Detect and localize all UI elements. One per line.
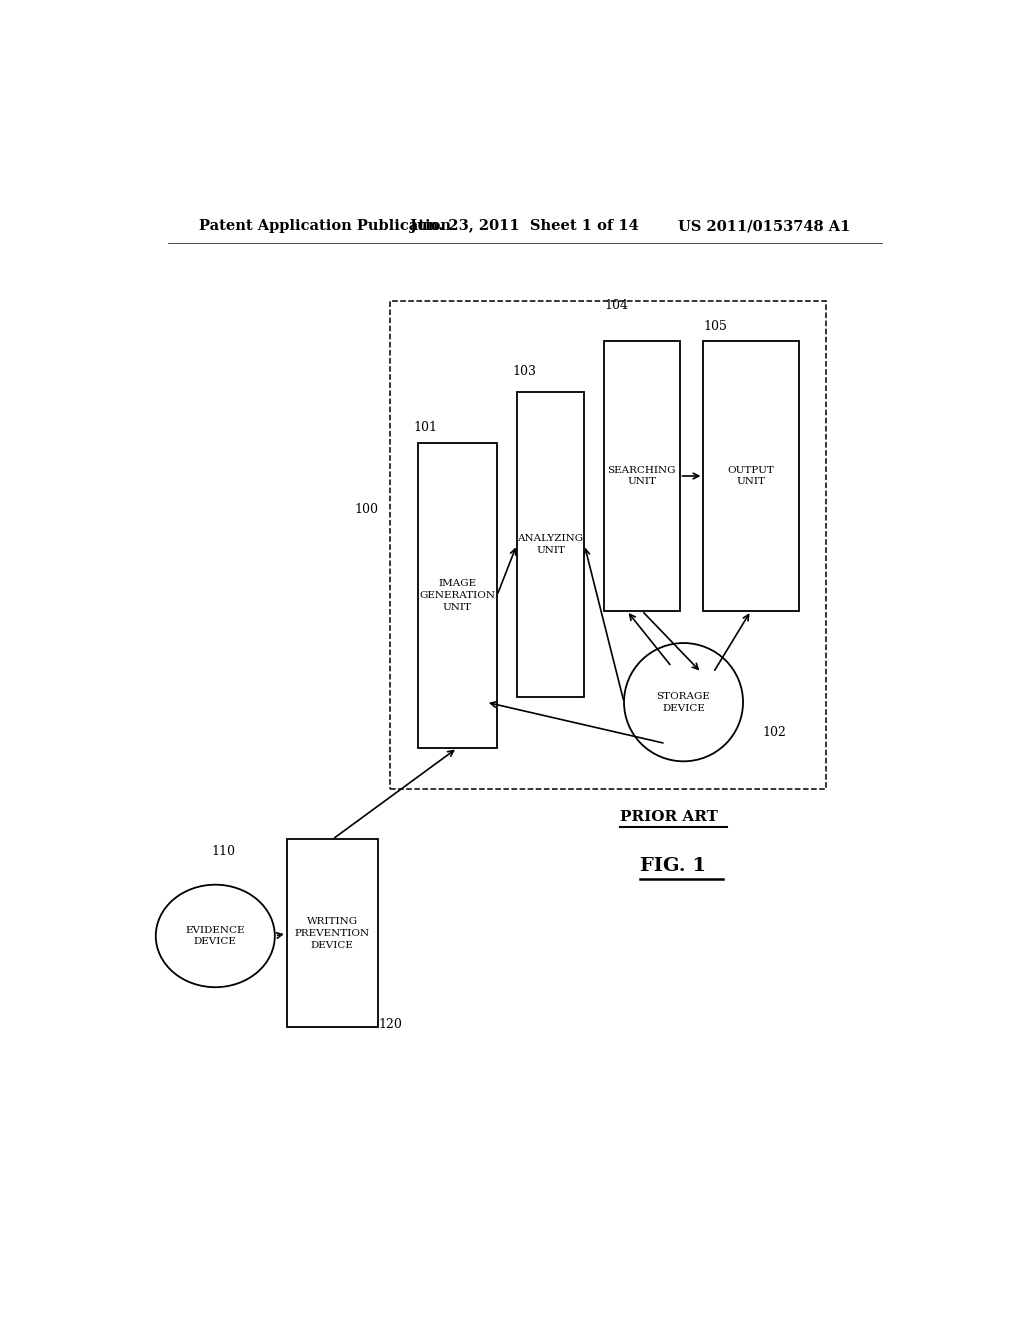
Text: EVIDENCE
DEVICE: EVIDENCE DEVICE <box>185 925 245 946</box>
Text: STORAGE
DEVICE: STORAGE DEVICE <box>656 692 711 713</box>
Text: 104: 104 <box>604 300 628 313</box>
Text: 120: 120 <box>378 1018 401 1031</box>
Bar <box>418 444 497 748</box>
Bar <box>390 301 826 788</box>
Text: Jun. 23, 2011  Sheet 1 of 14: Jun. 23, 2011 Sheet 1 of 14 <box>411 219 639 234</box>
Text: FIG. 1: FIG. 1 <box>640 857 706 875</box>
Text: OUTPUT
UNIT: OUTPUT UNIT <box>727 466 774 487</box>
Text: US 2011/0153748 A1: US 2011/0153748 A1 <box>678 219 850 234</box>
Bar <box>517 392 585 697</box>
Bar <box>604 342 680 611</box>
Text: 102: 102 <box>763 726 786 739</box>
Text: 100: 100 <box>354 503 378 516</box>
Text: 110: 110 <box>211 845 236 858</box>
Bar <box>703 342 799 611</box>
Bar <box>287 840 378 1027</box>
Text: 103: 103 <box>513 366 537 379</box>
Text: ANALYZING
UNIT: ANALYZING UNIT <box>517 535 584 554</box>
Text: PRIOR ART: PRIOR ART <box>620 810 718 824</box>
Ellipse shape <box>624 643 743 762</box>
Text: Patent Application Publication: Patent Application Publication <box>200 219 452 234</box>
Text: 101: 101 <box>414 421 437 434</box>
Ellipse shape <box>156 884 274 987</box>
Text: WRITING
PREVENTION
DEVICE: WRITING PREVENTION DEVICE <box>295 917 370 949</box>
Text: SEARCHING
UNIT: SEARCHING UNIT <box>607 466 676 487</box>
Text: 105: 105 <box>703 319 727 333</box>
Text: IMAGE
GENERATION
UNIT: IMAGE GENERATION UNIT <box>420 579 496 611</box>
